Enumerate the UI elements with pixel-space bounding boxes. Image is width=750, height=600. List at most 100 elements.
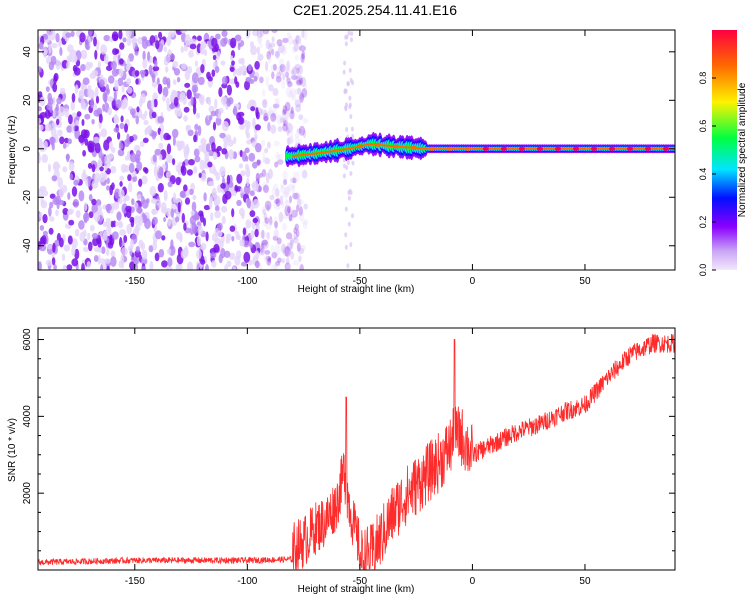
spectrogram-noise-cell (276, 114, 283, 125)
spectrogram-noise-cell (225, 238, 230, 244)
spectrogram-noise-cell (234, 76, 238, 85)
spectrogram-noise-cell (155, 230, 162, 240)
spectrogram-noise-cell (194, 60, 198, 67)
spectrogram-noise-cell (219, 132, 226, 139)
spectrogram-ridge-peak (410, 145, 417, 150)
spectrogram-noise-cell (95, 199, 102, 207)
spectrogram-noise-cell (161, 95, 166, 102)
spectrogram-noise-cell (173, 68, 181, 76)
spectrogram-noise-cell (192, 104, 197, 115)
spectrogram-noise-cell (296, 242, 301, 252)
spectrogram-noise-cell (259, 42, 263, 49)
spectrogram-noise-cell (126, 133, 130, 144)
spectrogram-noise-cell (163, 190, 168, 202)
spectrogram-noise-cell (272, 183, 279, 191)
spectrogram-noise-cell (226, 84, 232, 96)
spectrogram-noise-cell (233, 105, 238, 116)
spectrogram-noise-cell (303, 129, 306, 139)
spectrogram-noise-cell (301, 218, 308, 226)
spectrogram-noise-cell (197, 76, 205, 86)
spectrogram-noise-cell (277, 153, 284, 159)
spectrogram-noise-cell (283, 178, 287, 186)
spectrogram-noise-cell (155, 40, 160, 50)
spectrogram-noise-cell (287, 81, 293, 88)
spectrogram-noise-cell (101, 153, 105, 164)
spectrogram-noise-cell (221, 205, 228, 213)
spectrogram-noise-cell (141, 36, 148, 42)
spectrogram-noise-cell (95, 95, 100, 104)
spectrogram-noise-cell (196, 249, 202, 260)
spectrogram-noise-cell (130, 152, 137, 163)
spectrogram-noise-cell (229, 225, 236, 232)
spectrogram-noise-cell (80, 82, 86, 91)
spectrogram-noise-cell (163, 46, 167, 53)
spectrogram-noise-cell (180, 30, 188, 34)
spectrogram-noise-cell (288, 135, 294, 144)
spectrogram-noise-cell (258, 186, 262, 193)
spectrogram-noise-cell (50, 55, 57, 65)
spectrogram-noise-cell (68, 114, 73, 125)
spectrogram-noise-cell (344, 41, 348, 47)
spectrogram-noise-cell (348, 95, 352, 101)
spectrogram-noise-cell (105, 217, 112, 228)
spectrogram-noise-cell (256, 33, 263, 44)
spectrogram-noise-cell (78, 220, 85, 230)
spectrogram-noise-cell (154, 148, 162, 156)
spectrogram-noise-cell (113, 127, 120, 133)
spectrogram-ridge-peak (464, 146, 471, 151)
spectrogram-noise-cell (282, 109, 287, 116)
y-tick-label: -20 (22, 190, 33, 205)
spectrogram-noise-cell (180, 249, 188, 259)
spectrogram-noise-cell (263, 115, 269, 122)
spectrogram-noise-cell (98, 247, 102, 253)
spectrogram-noise-cell (272, 107, 277, 119)
spectrogram-noise-cell (135, 224, 141, 232)
spectrogram-noise-cell (218, 107, 224, 114)
spectrogram-noise-cell (252, 198, 260, 209)
spectrogram-noise-cell (133, 201, 139, 210)
spectrogram-noise-cell (236, 199, 242, 207)
colorbar-tick-label: 0.6 (698, 120, 708, 133)
spectrogram-noise-cell (135, 246, 140, 253)
spectrogram-noise-cell (172, 90, 178, 97)
spectrogram-noise-cell (49, 136, 56, 145)
spectrogram-noise-cell (200, 259, 206, 265)
spectrogram-noise-cell (273, 228, 280, 239)
spectrogram-noise-cell (100, 44, 108, 55)
spectrogram-noise-cell (200, 172, 207, 182)
spectrogram-noise-cell (260, 248, 265, 255)
colorbar-label: Normalized spectral amplitude (737, 82, 748, 217)
spectrogram-noise-cell (346, 81, 350, 87)
spectrogram-noise-cell (102, 230, 108, 242)
spectrogram-noise-cell (82, 246, 89, 253)
spectrogram-noise-cell (279, 64, 286, 73)
spectrogram-noise-cell (147, 100, 152, 110)
spectrogram-noise-cell (91, 203, 98, 214)
spectrogram-noise-cell (282, 105, 288, 114)
spectrogram-noise-cell (210, 110, 217, 117)
x-tick-label: 0 (470, 576, 476, 587)
spectrogram-noise-cell (165, 266, 173, 270)
spectrogram-noise-cell (123, 97, 128, 107)
spectrogram-noise-cell (254, 132, 258, 142)
spectrogram-noise-cell (203, 217, 206, 227)
spectrogram-noise-cell (144, 110, 148, 116)
y-tick-label: 2000 (22, 482, 33, 505)
spectrogram-noise-cell (294, 136, 300, 145)
spectrogram-noise-cell (110, 165, 117, 174)
spectrogram-noise-cell (215, 116, 222, 126)
spectrogram-noise-cell (275, 197, 281, 207)
spectrogram-noise-cell (344, 105, 348, 110)
spectrogram-noise-cell (119, 229, 126, 236)
spectrogram-noise-cell (221, 215, 226, 225)
spectrogram-noise-cell (271, 111, 275, 118)
y-tick-label: -40 (22, 238, 33, 253)
spectrogram-noise-cell (75, 210, 81, 218)
spectrogram-noise-cell (282, 123, 288, 132)
y-tick-label: 40 (22, 46, 33, 58)
spectrogram-ridge-peak (645, 146, 651, 151)
spectrogram-data (38, 30, 675, 270)
spectrogram-noise-cell (157, 83, 163, 95)
spectrogram-ridge-peak (374, 142, 381, 147)
spectrogram-noise-cell (93, 36, 97, 47)
